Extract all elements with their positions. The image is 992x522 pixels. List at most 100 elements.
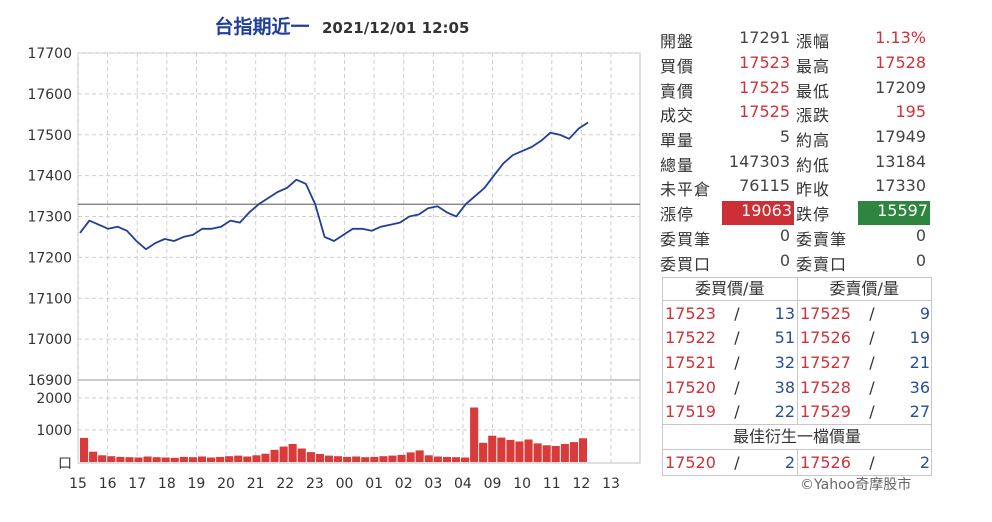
x-tick-label: 04 [454, 476, 472, 492]
x-tick-label: 22 [276, 476, 294, 492]
order-qty: 36 [909, 377, 930, 397]
stat-value: 195 [895, 102, 926, 122]
sell-order-row: 17527 / 21 [798, 350, 932, 375]
stat-row: 委買口 0 委賣口 0 [660, 250, 932, 275]
order-qty: 38 [774, 377, 795, 397]
volume-bar [216, 456, 225, 462]
stat-value: 76115 [739, 176, 790, 196]
volume-y-tick-label: 口 [58, 456, 72, 472]
order-qty: 13 [774, 303, 795, 323]
volume-bar [98, 455, 107, 462]
stat-label: 委賣口 [796, 254, 848, 274]
stat-label: 昨收 [796, 180, 831, 200]
stat-row: 開盤 17291 漲幅 1.13% [660, 28, 932, 53]
volume-bar [197, 456, 206, 462]
x-tick-label: 21 [247, 476, 265, 492]
volume-y-tick-label: 2000 [36, 391, 72, 407]
stat-label: 買價 [660, 57, 695, 77]
buy-header: 委買價/量 [663, 278, 798, 300]
stat-label: 開盤 [660, 32, 695, 52]
chart-title: 台指期近一 [214, 15, 309, 38]
order-qty: 19 [909, 328, 930, 348]
x-tick-label: 18 [158, 476, 176, 492]
volume-bar [524, 439, 533, 462]
stat-value: 17291 [739, 28, 790, 48]
volume-bar [442, 456, 451, 462]
stat-label: 委買筆 [660, 229, 712, 249]
stat-label: 最低 [796, 81, 831, 101]
stat-label: 漲停 [660, 205, 695, 225]
sell-order-row: 17526 / 19 [798, 326, 932, 351]
stat-label: 漲跌 [796, 106, 831, 126]
stat-value: 0 [779, 225, 790, 245]
order-qty: 9 [919, 303, 930, 323]
stat-value: 17525 [739, 77, 790, 97]
stat-label: 未平倉 [660, 180, 712, 200]
copyright: ©Yahoo奇摩股市 [800, 477, 912, 493]
order-price: 17526 [800, 328, 851, 348]
volume-bar [143, 456, 152, 462]
stat-row: 買價 17523 最高 17528 [660, 53, 932, 78]
stat-label: 委賣筆 [796, 229, 848, 249]
volume-bar [152, 457, 161, 462]
volume-bar [261, 453, 270, 462]
volume-bar [343, 456, 352, 462]
volume-bar [488, 435, 497, 462]
volume-y-tick-label: 1000 [36, 423, 72, 439]
x-tick-label: 03 [424, 476, 442, 492]
volume-bar [243, 456, 252, 462]
stat-value: 13184 [875, 151, 926, 171]
order-qty: 51 [774, 328, 795, 348]
stat-value: 1.13% [875, 28, 926, 48]
volume-bar [470, 407, 479, 462]
volume-bar [370, 456, 379, 462]
volume-bar [506, 439, 515, 462]
separator: / [869, 328, 875, 348]
stat-label: 賣價 [660, 81, 695, 101]
x-tick-label: 19 [188, 476, 206, 492]
stat-value: 17525 [739, 102, 790, 122]
volume-bar [533, 443, 542, 462]
sell-orders: 17525 / 9 17526 / 19 17527 / 21 17528 / 36 17529 / 27 [798, 301, 932, 424]
separator: / [734, 402, 740, 422]
x-tick-label: 02 [395, 476, 413, 492]
volume-bar [234, 455, 243, 462]
stat-value: 19063 [722, 201, 794, 226]
y-tick-label: 17500 [27, 128, 72, 144]
stat-label: 單量 [660, 131, 695, 151]
separator: / [869, 377, 875, 397]
stat-row: 單量 5 約高 17949 [660, 127, 932, 152]
volume-bar [107, 456, 116, 462]
order-price: 17529 [800, 402, 851, 422]
best-header: 最佳衍生一檔價量 [663, 423, 931, 450]
volume-bar [207, 457, 216, 462]
buy-order-row: 17523 / 13 [663, 301, 797, 326]
stat-label: 跌停 [796, 205, 831, 225]
stat-row: 委買筆 0 委賣筆 0 [660, 226, 932, 251]
quote-stats: 開盤 17291 漲幅 1.13% 買價 17523 最高 17528 賣價 17525 最低 172… [660, 28, 932, 275]
best-buy: 17520 / 2 [663, 449, 798, 475]
volume-bar [515, 441, 524, 462]
y-tick-label: 17100 [27, 291, 72, 307]
volume-bar [125, 457, 134, 462]
separator: / [869, 452, 875, 472]
volume-bar [569, 442, 578, 462]
x-tick-label: 11 [543, 476, 561, 492]
volume-bar [415, 450, 424, 462]
stat-row: 成交 17525 漲跌 195 [660, 102, 932, 127]
best-sell-price: 17526 [800, 452, 851, 472]
stat-label: 最高 [796, 57, 831, 77]
volume-bar [352, 456, 361, 462]
stat-row: 賣價 17525 最低 17209 [660, 77, 932, 102]
stat-value: 0 [915, 250, 926, 270]
volume-bar [279, 446, 288, 462]
x-tick-label: 15 [69, 476, 87, 492]
stat-label: 委買口 [660, 254, 712, 274]
order-price: 17528 [800, 377, 851, 397]
sell-header: 委賣價/量 [829, 279, 899, 298]
stat-label: 總量 [660, 155, 695, 175]
stat-value: 0 [779, 250, 790, 270]
order-price: 17520 [665, 377, 716, 397]
volume-bar [551, 446, 560, 462]
stat-label: 成交 [660, 106, 695, 126]
